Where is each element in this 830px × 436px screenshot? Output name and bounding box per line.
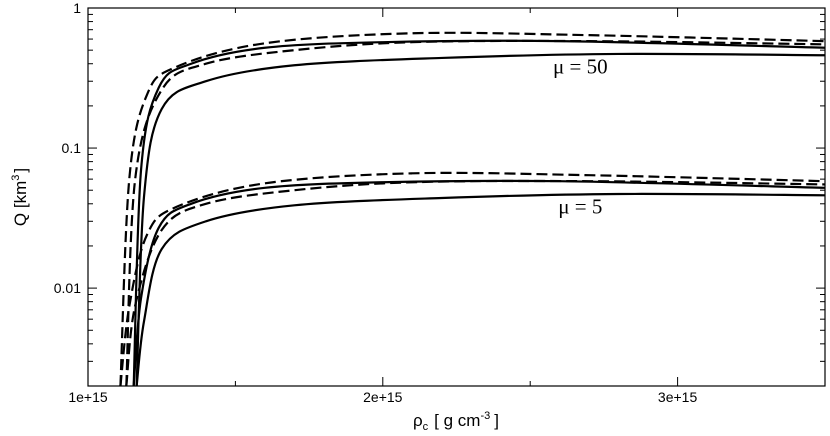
y-axis-label: Q [km3] [10,168,30,226]
series-line-3 [125,39,826,387]
x-tick-label: 3e+15 [658,389,698,405]
y-tick-label: 0.1 [62,140,82,156]
plot-frame [87,7,826,387]
series-line-4 [119,31,826,387]
x-tick-label: 1e+15 [68,389,108,405]
tick-labels: 1e+15 2e+15 3e+15 0.01 0.1 1 [54,0,698,405]
series-line-2 [132,39,826,387]
y-tick-label: 0.01 [54,280,81,296]
series-group [119,31,826,387]
annotations: μ = 50 μ = 5 [553,55,608,219]
series-line-5 [135,192,826,387]
series-line-8 [119,171,826,387]
axis-ticks [87,7,825,387]
series-line-7 [125,179,826,387]
series-line-1 [135,52,826,387]
annotation-2: μ = 5 [558,195,602,219]
y-tick-label: 1 [73,0,81,16]
x-axis-label: ρc[ g cm-3] [413,410,499,433]
x-tick-label: 2e+15 [363,389,403,405]
annotation-1: μ = 50 [553,55,608,79]
